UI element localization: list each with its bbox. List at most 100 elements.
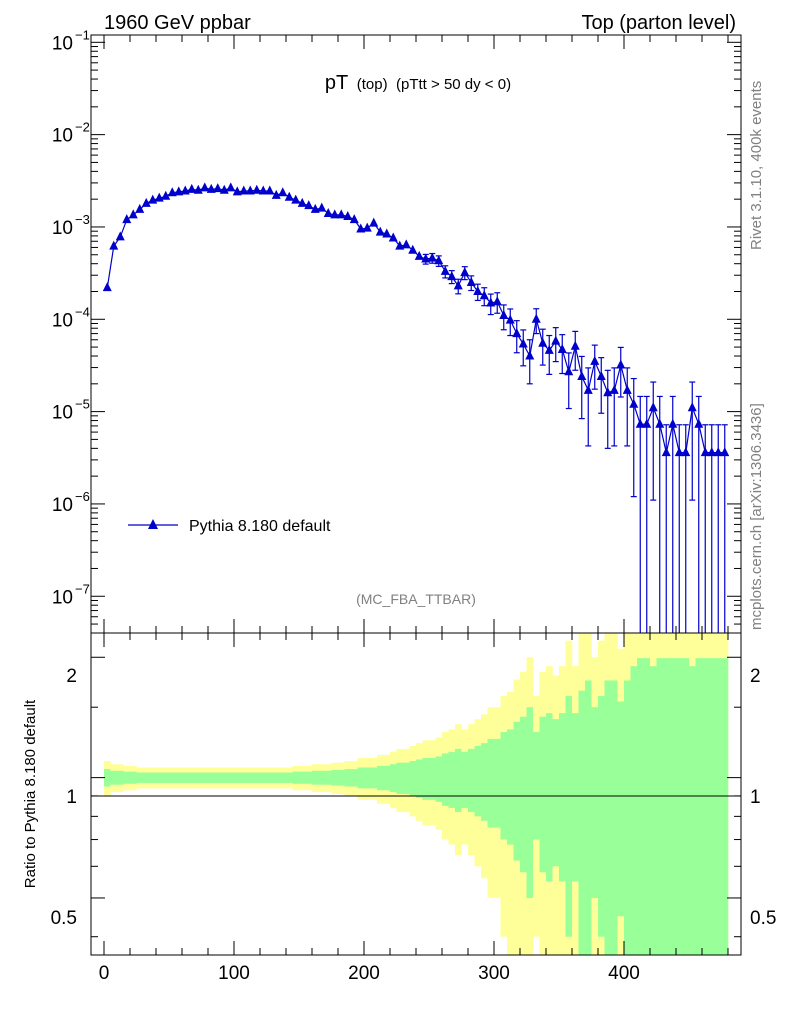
data-point (193, 184, 203, 194)
header-left: 1960 GeV ppbar (104, 12, 251, 34)
main-plot-area (102, 182, 730, 633)
ratio-band-inner (110, 770, 118, 785)
data-point (473, 285, 483, 295)
data-point (369, 217, 379, 227)
ratio-band-inner (520, 716, 527, 873)
x-tick-label: 0 (99, 963, 110, 984)
y-tick-exponent: −7 (75, 581, 90, 596)
data-point (655, 418, 665, 428)
data-point (226, 182, 236, 192)
ratio-band-inner (715, 658, 722, 955)
data-point (512, 328, 522, 338)
data-point (577, 371, 587, 381)
data-point (421, 253, 431, 263)
ratio-band-inner (240, 772, 248, 783)
data-point (356, 223, 366, 233)
data-point (297, 197, 307, 207)
ratio-band-inner (721, 658, 729, 955)
data-point (323, 207, 333, 217)
data-point (187, 183, 197, 193)
ratio-band-inner (364, 767, 371, 789)
ratio-band-inner (149, 772, 157, 783)
y-tick-label: 10 (52, 587, 73, 608)
ratio-band-inner (409, 761, 417, 796)
ratio-band-inner (591, 707, 599, 898)
data-point (102, 282, 112, 292)
data-point (239, 185, 249, 195)
ratio-band-inner (643, 658, 651, 955)
data-point (681, 447, 691, 457)
ratio-tick-label-right-0: 0.5 (750, 908, 776, 929)
ratio-band-inner (175, 772, 183, 783)
data-point (278, 187, 288, 197)
ratio-band-inner (533, 732, 540, 840)
ratio-band-inner (266, 772, 274, 783)
ratio-band-inner (292, 771, 300, 784)
data-point (310, 203, 320, 213)
ratio-tick-label-right-2: 2 (750, 666, 761, 687)
data-point (440, 265, 450, 275)
data-point (284, 191, 294, 201)
y-tick-label: 10 (52, 403, 73, 424)
ratio-band-inner (312, 770, 319, 785)
ratio-band-inner (130, 771, 137, 784)
data-point (258, 185, 268, 195)
ratio-band-inner (162, 772, 170, 783)
data-point (271, 189, 281, 199)
ratio-tick-label-right-1: 1 (750, 787, 761, 808)
ratio-band-inner (338, 769, 345, 786)
y-tick-exponent: −6 (75, 489, 90, 504)
ratio-band-inner (461, 751, 469, 808)
ratio-ylabel: Ratio to Pythia 8.180 default (22, 699, 39, 888)
data-point (434, 255, 444, 265)
ratio-band-inner (253, 772, 261, 783)
ratio-band-inner (526, 707, 534, 898)
data-point (707, 447, 717, 457)
x-tick-label: 300 (478, 963, 510, 984)
ratio-tick-label-left-1: 1 (66, 787, 77, 808)
y-tick-label: 10 (52, 495, 73, 516)
series-line (106, 187, 725, 454)
data-point (115, 231, 125, 241)
ratio-band-inner (214, 772, 222, 783)
data-point (466, 277, 476, 287)
ratio-band-inner (487, 738, 495, 828)
y-tick-exponent: −5 (75, 397, 90, 412)
ratio-band-inner (539, 716, 547, 873)
data-point (609, 384, 619, 394)
main-axis-ticks: 10−710−610−510−410−310−210−1 (52, 27, 741, 634)
data-point (291, 194, 301, 204)
data-point (304, 200, 314, 210)
data-point (583, 384, 593, 394)
ratio-band-inner (383, 765, 391, 791)
data-point (486, 297, 496, 307)
data-point (518, 338, 528, 348)
ratio-band-inner (247, 772, 254, 783)
ratio-band-inner (136, 772, 144, 783)
ratio-band-inner (416, 759, 423, 798)
y-tick-exponent: −1 (75, 27, 90, 42)
ratio-band-inner (169, 772, 176, 783)
data-point (694, 418, 704, 428)
ratio-band-inner (403, 762, 410, 794)
main-frame (90, 34, 742, 634)
data-point (343, 210, 353, 220)
data-point (499, 309, 509, 319)
ratio-band-inner (656, 658, 664, 955)
ratio-band-inner (357, 767, 365, 789)
data-point (161, 190, 171, 200)
plot-title-sub2: (pTtt > 50 dy < 0) (396, 76, 511, 93)
data-point (674, 447, 684, 457)
ratio-band-inner (624, 680, 631, 955)
ratio-band-inner (448, 751, 456, 808)
ratio-band-inner (598, 696, 605, 937)
data-point (629, 398, 639, 408)
plot-title: pT (top) (pTtt > 50 dy < 0) (325, 72, 511, 94)
ratio-band-inner (104, 769, 111, 787)
data-point (167, 187, 177, 197)
analysis-label: (MC_FBA_TTBAR) (356, 591, 476, 607)
data-point (648, 402, 658, 412)
ratio-band-inner (390, 764, 397, 793)
data-point (492, 296, 502, 306)
x-tick-label: 200 (348, 963, 380, 984)
